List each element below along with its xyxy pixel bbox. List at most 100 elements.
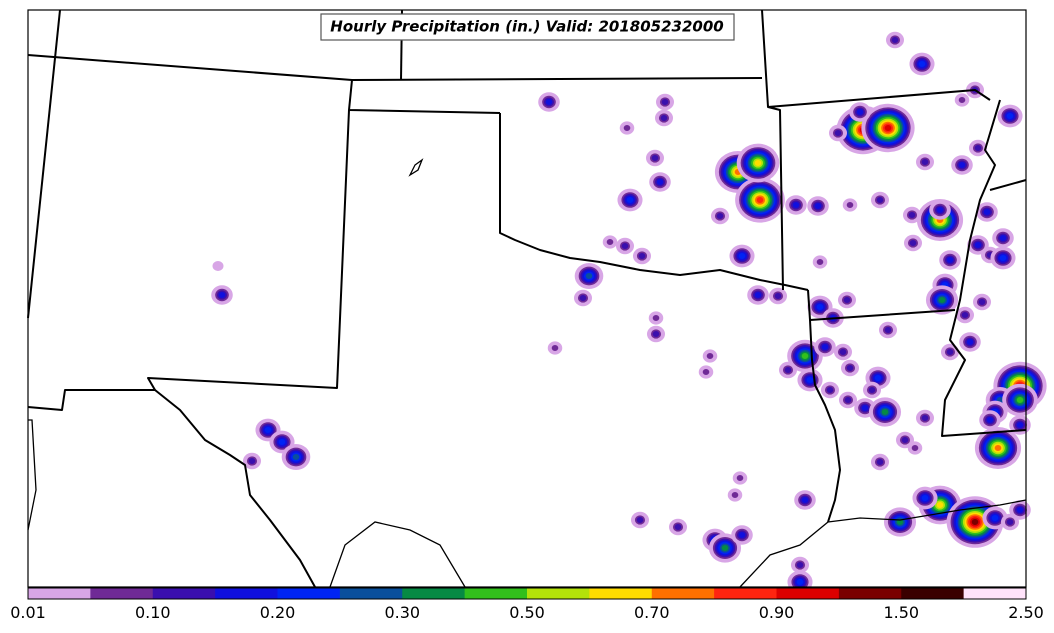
precip-cell	[636, 517, 644, 523]
colorbar-segment	[527, 588, 590, 599]
colorbar-segment	[339, 588, 403, 599]
precip-cell	[901, 437, 909, 443]
border	[348, 79, 501, 114]
precip-cell	[736, 475, 744, 481]
colorbar: 0.01 0.10 0.20 0.30 0.50 0.70 0.90 1.50 2.50	[10, 587, 1044, 622]
precip-cell	[796, 562, 804, 568]
precip-cell	[921, 415, 929, 421]
colorbar-segment	[963, 588, 1027, 599]
colorbar-segment	[28, 588, 91, 599]
border	[761, 9, 991, 108]
precip-cell	[551, 345, 559, 351]
colorbar-label: 0.30	[384, 603, 420, 622]
precip-cell	[958, 97, 966, 103]
precip-cell	[918, 61, 926, 67]
map-frame	[27, 9, 1027, 588]
precip-cell	[874, 375, 882, 381]
coastline	[329, 521, 466, 588]
precip-cell	[621, 243, 629, 249]
precip-cell	[966, 339, 974, 345]
border	[989, 179, 1027, 191]
precip-cell	[248, 458, 256, 464]
precip-cell	[784, 367, 792, 373]
precip-cell	[292, 454, 300, 460]
precip-cell	[846, 365, 854, 371]
precip-cell	[999, 235, 1007, 241]
precip-cell	[656, 179, 664, 185]
colorbar-segment	[152, 588, 216, 599]
precip-cell	[994, 445, 1002, 451]
precip-cell	[909, 240, 917, 246]
precip-cell	[264, 427, 272, 433]
precip-cell	[623, 125, 631, 131]
precip-cell	[754, 292, 762, 298]
precip-cell	[716, 213, 724, 219]
precip-cell	[1016, 422, 1024, 428]
precip-cell	[974, 145, 982, 151]
colorbar-label: 0.20	[260, 603, 296, 622]
colorbar-label: 1.50	[883, 603, 919, 622]
precip-cell	[844, 397, 852, 403]
precip-cell	[999, 255, 1007, 261]
precip-cell	[938, 297, 946, 303]
precip-cell	[774, 293, 782, 299]
colorbar-segment	[277, 588, 341, 599]
precip-cell	[738, 532, 746, 538]
precipitation-cells	[211, 31, 1047, 594]
colorbar-label: 0.01	[10, 603, 46, 622]
precip-cell	[218, 292, 226, 298]
precip-cell	[731, 492, 739, 498]
lake	[408, 158, 424, 177]
precip-cell	[1016, 397, 1024, 403]
colorbar-segment	[714, 588, 777, 599]
precip-cell	[821, 344, 829, 350]
precip-cell	[816, 304, 824, 310]
border	[27, 109, 350, 411]
border	[941, 99, 1027, 437]
precip-cell	[921, 159, 929, 165]
precip-cell	[1006, 519, 1014, 525]
precip-cell	[884, 327, 892, 333]
precip-cell	[801, 497, 809, 503]
precip-cell	[814, 203, 822, 209]
precip-cell	[991, 515, 999, 521]
precip-cell	[843, 297, 851, 303]
precip-cell	[801, 353, 809, 359]
precip-cell	[908, 212, 916, 218]
colorbar-segment	[402, 588, 466, 599]
precip-cell	[652, 331, 660, 337]
precip-cell	[978, 299, 986, 305]
precip-cell	[911, 445, 919, 451]
precip-cell	[638, 253, 646, 259]
colorbar-segment	[589, 588, 653, 599]
precip-cell	[936, 502, 944, 508]
colorbar-segment	[90, 588, 154, 599]
precip-cell	[974, 242, 982, 248]
colorbar-label: 0.90	[759, 603, 795, 622]
colorbar-label: 0.50	[509, 603, 545, 622]
precip-cell	[585, 273, 593, 279]
colorbar-segment	[215, 588, 278, 599]
precip-cell	[946, 257, 954, 263]
precip-cell	[756, 197, 764, 203]
precip-cell	[1016, 507, 1024, 513]
precip-cell	[986, 417, 994, 423]
border	[767, 106, 784, 291]
precip-cell	[961, 312, 969, 318]
precip-cell	[792, 202, 800, 208]
precip-cell	[661, 99, 669, 105]
precip-cell	[946, 349, 954, 355]
precip-cell	[626, 197, 634, 203]
colorbar-segment	[776, 588, 840, 599]
border	[27, 9, 61, 319]
title-box	[320, 13, 735, 41]
precip-cell	[834, 130, 842, 136]
precip-cell	[806, 377, 814, 383]
precip-cell	[846, 202, 854, 208]
state-borders	[27, 9, 1027, 588]
border	[499, 113, 809, 291]
precip-cell	[702, 369, 710, 375]
precip-cell	[606, 239, 614, 245]
colorbar-segment	[838, 588, 902, 599]
map-title: Hourly Precipitation (in.) Valid: 201805…	[330, 18, 723, 36]
